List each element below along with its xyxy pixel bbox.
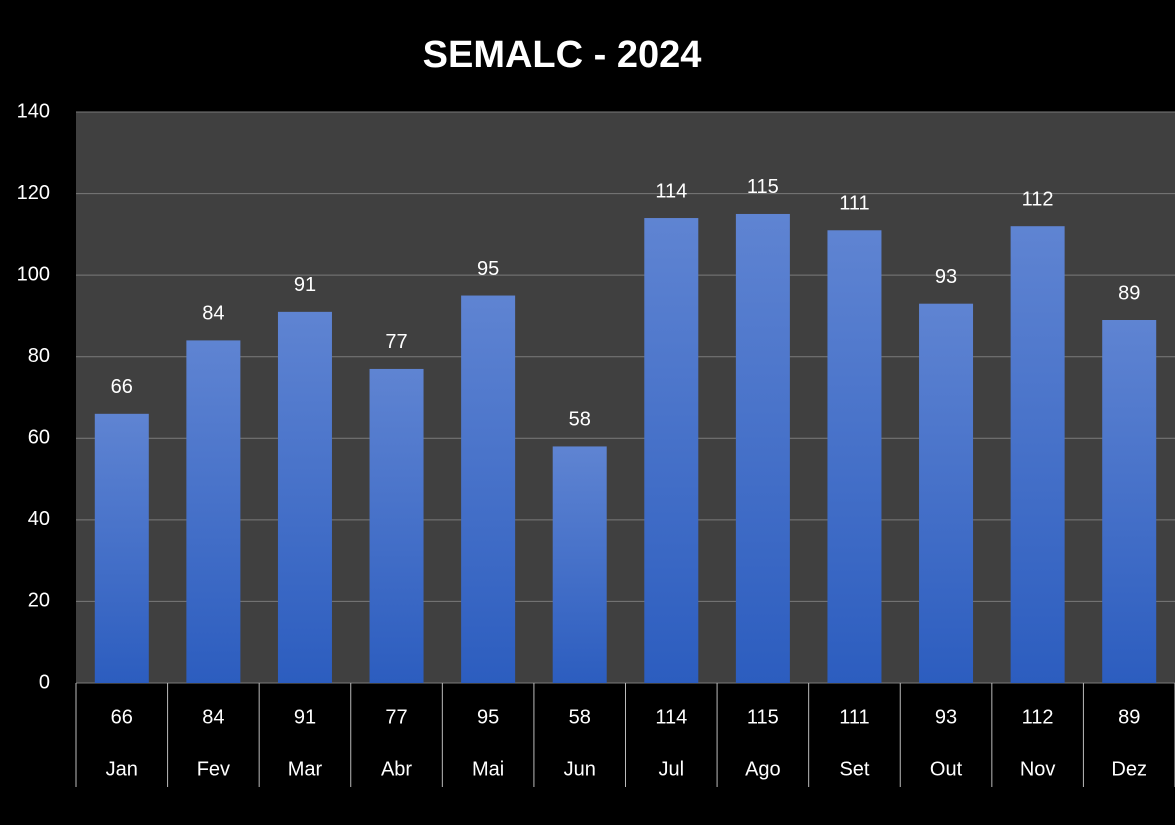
x-tick-label: Mar (288, 758, 323, 780)
table-value: 91 (294, 706, 316, 728)
bar (827, 230, 882, 683)
y-tick-label: 0 (39, 671, 50, 693)
y-tick-label: 140 (17, 100, 50, 122)
value-label: 58 (569, 409, 591, 431)
table-value: 114 (655, 706, 687, 728)
bar (94, 413, 149, 683)
bar (1010, 226, 1065, 683)
value-label: 93 (935, 266, 957, 288)
bar (369, 368, 424, 683)
table-value: 66 (111, 706, 133, 728)
x-tick-label: Nov (1020, 758, 1056, 780)
bar (1102, 320, 1157, 683)
table-value: 95 (477, 706, 499, 728)
table-value: 115 (747, 706, 779, 728)
bar (644, 218, 699, 684)
bar (552, 446, 607, 683)
bar (461, 295, 516, 683)
value-label: 111 (839, 193, 869, 215)
x-tick-label: Set (839, 758, 869, 780)
bar (186, 340, 241, 683)
x-tick-label: Jul (659, 758, 685, 780)
value-label: 77 (385, 331, 407, 353)
x-tick-label: Jun (564, 758, 596, 780)
bar (277, 311, 332, 683)
x-tick-label: Mai (472, 758, 504, 780)
value-label: 84 (202, 303, 224, 325)
table-value: 112 (1022, 706, 1054, 728)
x-tick-label: Jan (106, 758, 138, 780)
chart-title: SEMALC - 2024 (423, 34, 702, 76)
table-value: 84 (202, 706, 224, 728)
value-label: 89 (1118, 282, 1140, 304)
x-tick-label: Abr (381, 758, 412, 780)
x-tick-label: Out (930, 758, 963, 780)
table-value: 93 (935, 706, 957, 728)
table-value: 111 (839, 706, 869, 728)
bar (919, 303, 974, 683)
y-tick-label: 60 (28, 427, 50, 449)
y-tick-label: 120 (17, 182, 50, 204)
x-tick-label: Ago (745, 758, 781, 780)
value-label: 91 (294, 274, 316, 296)
y-tick-label: 80 (28, 345, 50, 367)
value-label: 115 (747, 176, 779, 198)
bar (735, 213, 790, 683)
plot-area (76, 112, 1175, 683)
value-label: 66 (111, 376, 133, 398)
table-value: 89 (1118, 706, 1140, 728)
value-label: 95 (477, 258, 499, 280)
x-tick-label: Dez (1111, 758, 1147, 780)
y-tick-label: 100 (17, 263, 50, 285)
table-value: 77 (385, 706, 407, 728)
x-tick-label: Fev (197, 758, 230, 780)
y-tick-label: 20 (28, 590, 50, 612)
value-label: 114 (655, 180, 687, 202)
table-value: 58 (569, 706, 591, 728)
y-tick-label: 40 (28, 508, 50, 530)
value-label: 112 (1022, 188, 1054, 210)
